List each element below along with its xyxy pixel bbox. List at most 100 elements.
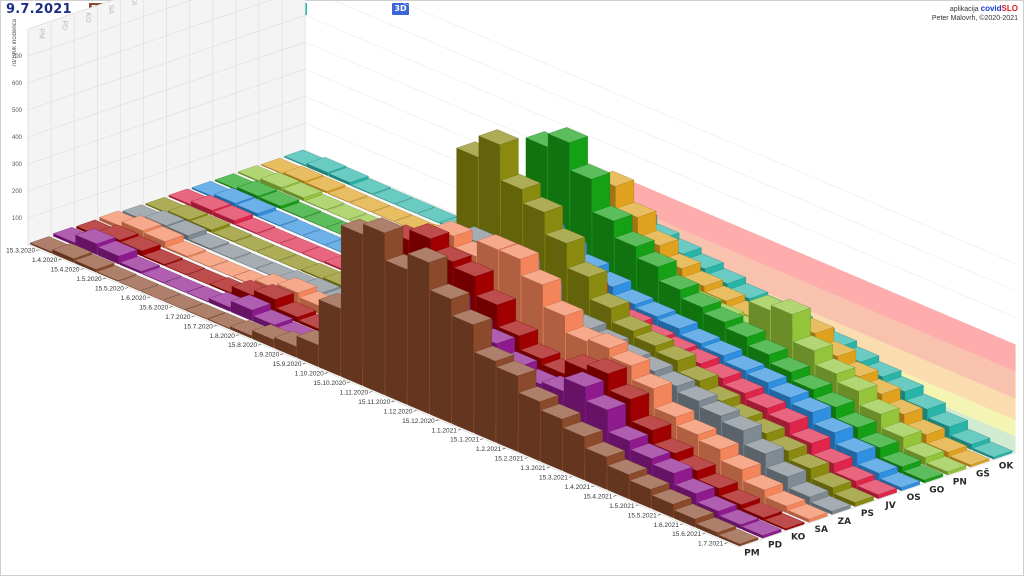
bar-top <box>522 196 564 213</box>
bar-top <box>743 438 785 454</box>
bar-top <box>791 374 833 390</box>
date-tick <box>702 532 706 535</box>
bar-top <box>140 284 182 301</box>
bar-top <box>834 465 875 482</box>
bar-top <box>653 437 694 454</box>
bar-ZA-31 <box>810 495 851 515</box>
bar-top <box>235 217 276 234</box>
bar-top <box>212 205 254 221</box>
wall-region-label: KO <box>84 12 91 23</box>
bar-top <box>658 274 700 291</box>
bar-OS-3 <box>258 209 299 227</box>
bar-side <box>562 427 585 481</box>
bar-top <box>569 163 611 180</box>
toggle-3d-button[interactable]: 3D <box>392 3 409 15</box>
y-tick-label: 600 <box>12 81 23 87</box>
bar-top <box>119 256 161 272</box>
bar-PD-4 <box>141 267 183 284</box>
bar-top <box>97 240 138 257</box>
bar-top <box>543 300 584 317</box>
y-tick-label: 400 <box>12 135 23 141</box>
date-tick <box>302 362 306 365</box>
bar-JV-31 <box>856 479 898 499</box>
date-label: 1.4.2020 <box>32 257 58 264</box>
bar-top <box>609 350 651 366</box>
date-tick <box>235 334 239 337</box>
bar-top <box>234 235 275 252</box>
bar-OS-4 <box>280 219 321 236</box>
bar-top <box>585 394 627 411</box>
bar-top <box>475 289 517 306</box>
date-tick <box>457 428 461 431</box>
bar-top <box>258 209 299 226</box>
region-label: OS <box>907 493 921 503</box>
bars <box>29 127 1013 547</box>
bar-side <box>429 289 452 424</box>
bar-top <box>211 225 253 242</box>
bar-OK-2 <box>328 167 369 186</box>
bar-top <box>280 219 321 236</box>
bar-top <box>372 188 414 204</box>
bar-top <box>279 237 320 253</box>
bar-top <box>695 517 737 533</box>
bar-PD-5 <box>163 276 205 293</box>
bar-KO-31 <box>764 513 805 531</box>
bar-top <box>792 335 834 351</box>
date-tick <box>58 258 62 261</box>
bar-top <box>350 178 392 194</box>
bar-top <box>858 432 899 448</box>
bar-top <box>282 182 323 198</box>
bar-top <box>211 243 252 259</box>
date-tick <box>258 343 262 346</box>
bar-top <box>856 479 898 495</box>
bar-top <box>724 355 765 371</box>
bar-top <box>276 277 318 294</box>
region-label: GO <box>929 485 944 495</box>
date-label: 1.6.2020 <box>121 295 147 302</box>
date-label: 15.3.2021 <box>539 475 568 482</box>
bar-OK-31 <box>972 441 1013 460</box>
bar-top <box>925 456 967 472</box>
region-label: JV <box>884 501 895 511</box>
date-tick <box>635 504 639 507</box>
bar-top <box>631 414 672 431</box>
region-label: ZA <box>838 517 852 527</box>
date-label: 1.5.2020 <box>76 276 102 283</box>
brand-part-1: covid <box>980 4 1002 13</box>
bar-top <box>699 400 740 417</box>
bar-top <box>371 205 413 222</box>
y-gridline-right <box>395 0 1016 264</box>
y-gridline <box>27 14 306 111</box>
bar-PM-4 <box>118 275 160 292</box>
bar-top <box>429 283 470 300</box>
bar-top <box>718 509 760 525</box>
bar-top <box>742 502 783 518</box>
region-label: PD <box>768 541 782 551</box>
bar-top <box>256 245 297 261</box>
bar-top <box>723 377 764 394</box>
app-prefix: aplikacija <box>949 6 979 13</box>
bar-top <box>305 176 346 192</box>
bar-top <box>185 303 226 319</box>
bar-top <box>142 248 184 265</box>
y-gridline <box>27 0 193 57</box>
bar-top <box>633 330 675 347</box>
bar-top <box>879 472 921 488</box>
bar-top <box>677 385 718 402</box>
bar-OS-2 <box>235 198 277 218</box>
bar-top <box>611 315 653 332</box>
bar-SA-31 <box>787 503 828 523</box>
bar-PD-31 <box>741 520 782 539</box>
bar-top <box>679 328 721 344</box>
date-label: 15.10.2020 <box>313 380 346 387</box>
bar-top <box>230 294 272 311</box>
date-tick <box>213 325 217 327</box>
date-tick <box>524 457 528 459</box>
bar-top <box>654 401 695 418</box>
bar-top <box>788 481 829 498</box>
date-tick <box>679 523 683 526</box>
bar-top <box>52 243 93 259</box>
bar-top <box>719 489 761 505</box>
date-label: 15.6.2020 <box>139 304 168 311</box>
bar-KO-3 <box>142 248 184 266</box>
